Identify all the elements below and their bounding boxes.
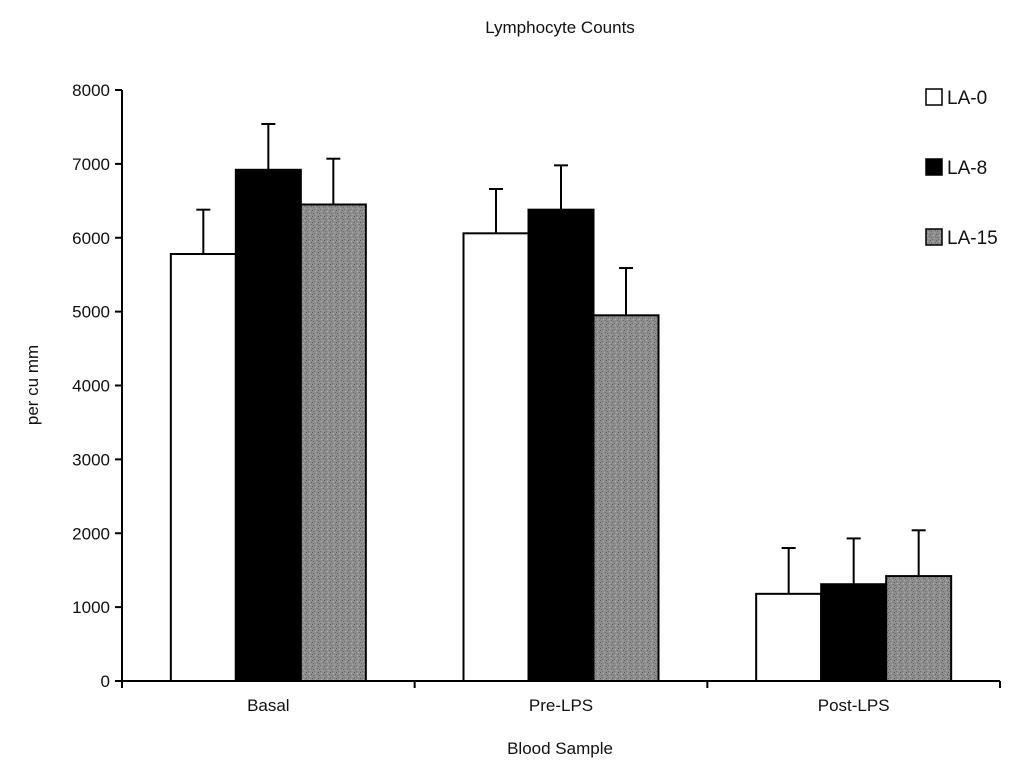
x-axis-label: Blood Sample [507,739,613,758]
y-tick-label: 2000 [72,524,110,543]
y-tick-label: 8000 [72,81,110,100]
bar-la-8 [820,583,888,683]
bar-la-0 [755,592,823,683]
category-label-layer: Basal Pre-LPS Post-LPS [121,681,1001,715]
bar-la-15 [885,575,953,682]
legend-label-la-0: LA-0 [947,88,987,109]
bar-la-15 [592,314,660,682]
error-bar-layer [196,122,926,594]
legend-swatch-la-15 [925,228,943,246]
chart-title: Lymphocyte Counts [485,18,635,37]
bar-layer [169,168,953,683]
legend-swatch-la-8 [925,158,943,176]
bar-la-0 [462,232,530,682]
legend-label-la-15: LA-15 [947,228,998,249]
bar-la-0 [169,253,237,682]
category-label: Pre-LPS [529,696,593,715]
y-tick-layer: 0 1000 2000 3000 4000 5000 6000 7000 8000 [72,81,122,691]
bar-la-8 [234,168,302,682]
axes-layer [121,90,1000,682]
legend: LA-0 LA-8 LA-15 [925,88,998,249]
y-tick-label: 6000 [72,229,110,248]
bar-la-8 [527,208,595,683]
y-tick-label: 4000 [72,377,110,396]
y-tick-label: 5000 [72,303,110,322]
legend-label-la-8: LA-8 [947,158,987,179]
y-tick-label: 7000 [72,155,110,174]
y-tick-label: 3000 [72,450,110,469]
category-label: Basal [247,696,290,715]
bar-la-15 [299,203,367,682]
y-tick-label: 0 [101,672,110,691]
category-label: Post-LPS [818,696,890,715]
y-axis-label: per cu mm [23,345,42,425]
legend-swatch-la-0 [925,88,943,106]
y-tick-label: 1000 [72,598,110,617]
